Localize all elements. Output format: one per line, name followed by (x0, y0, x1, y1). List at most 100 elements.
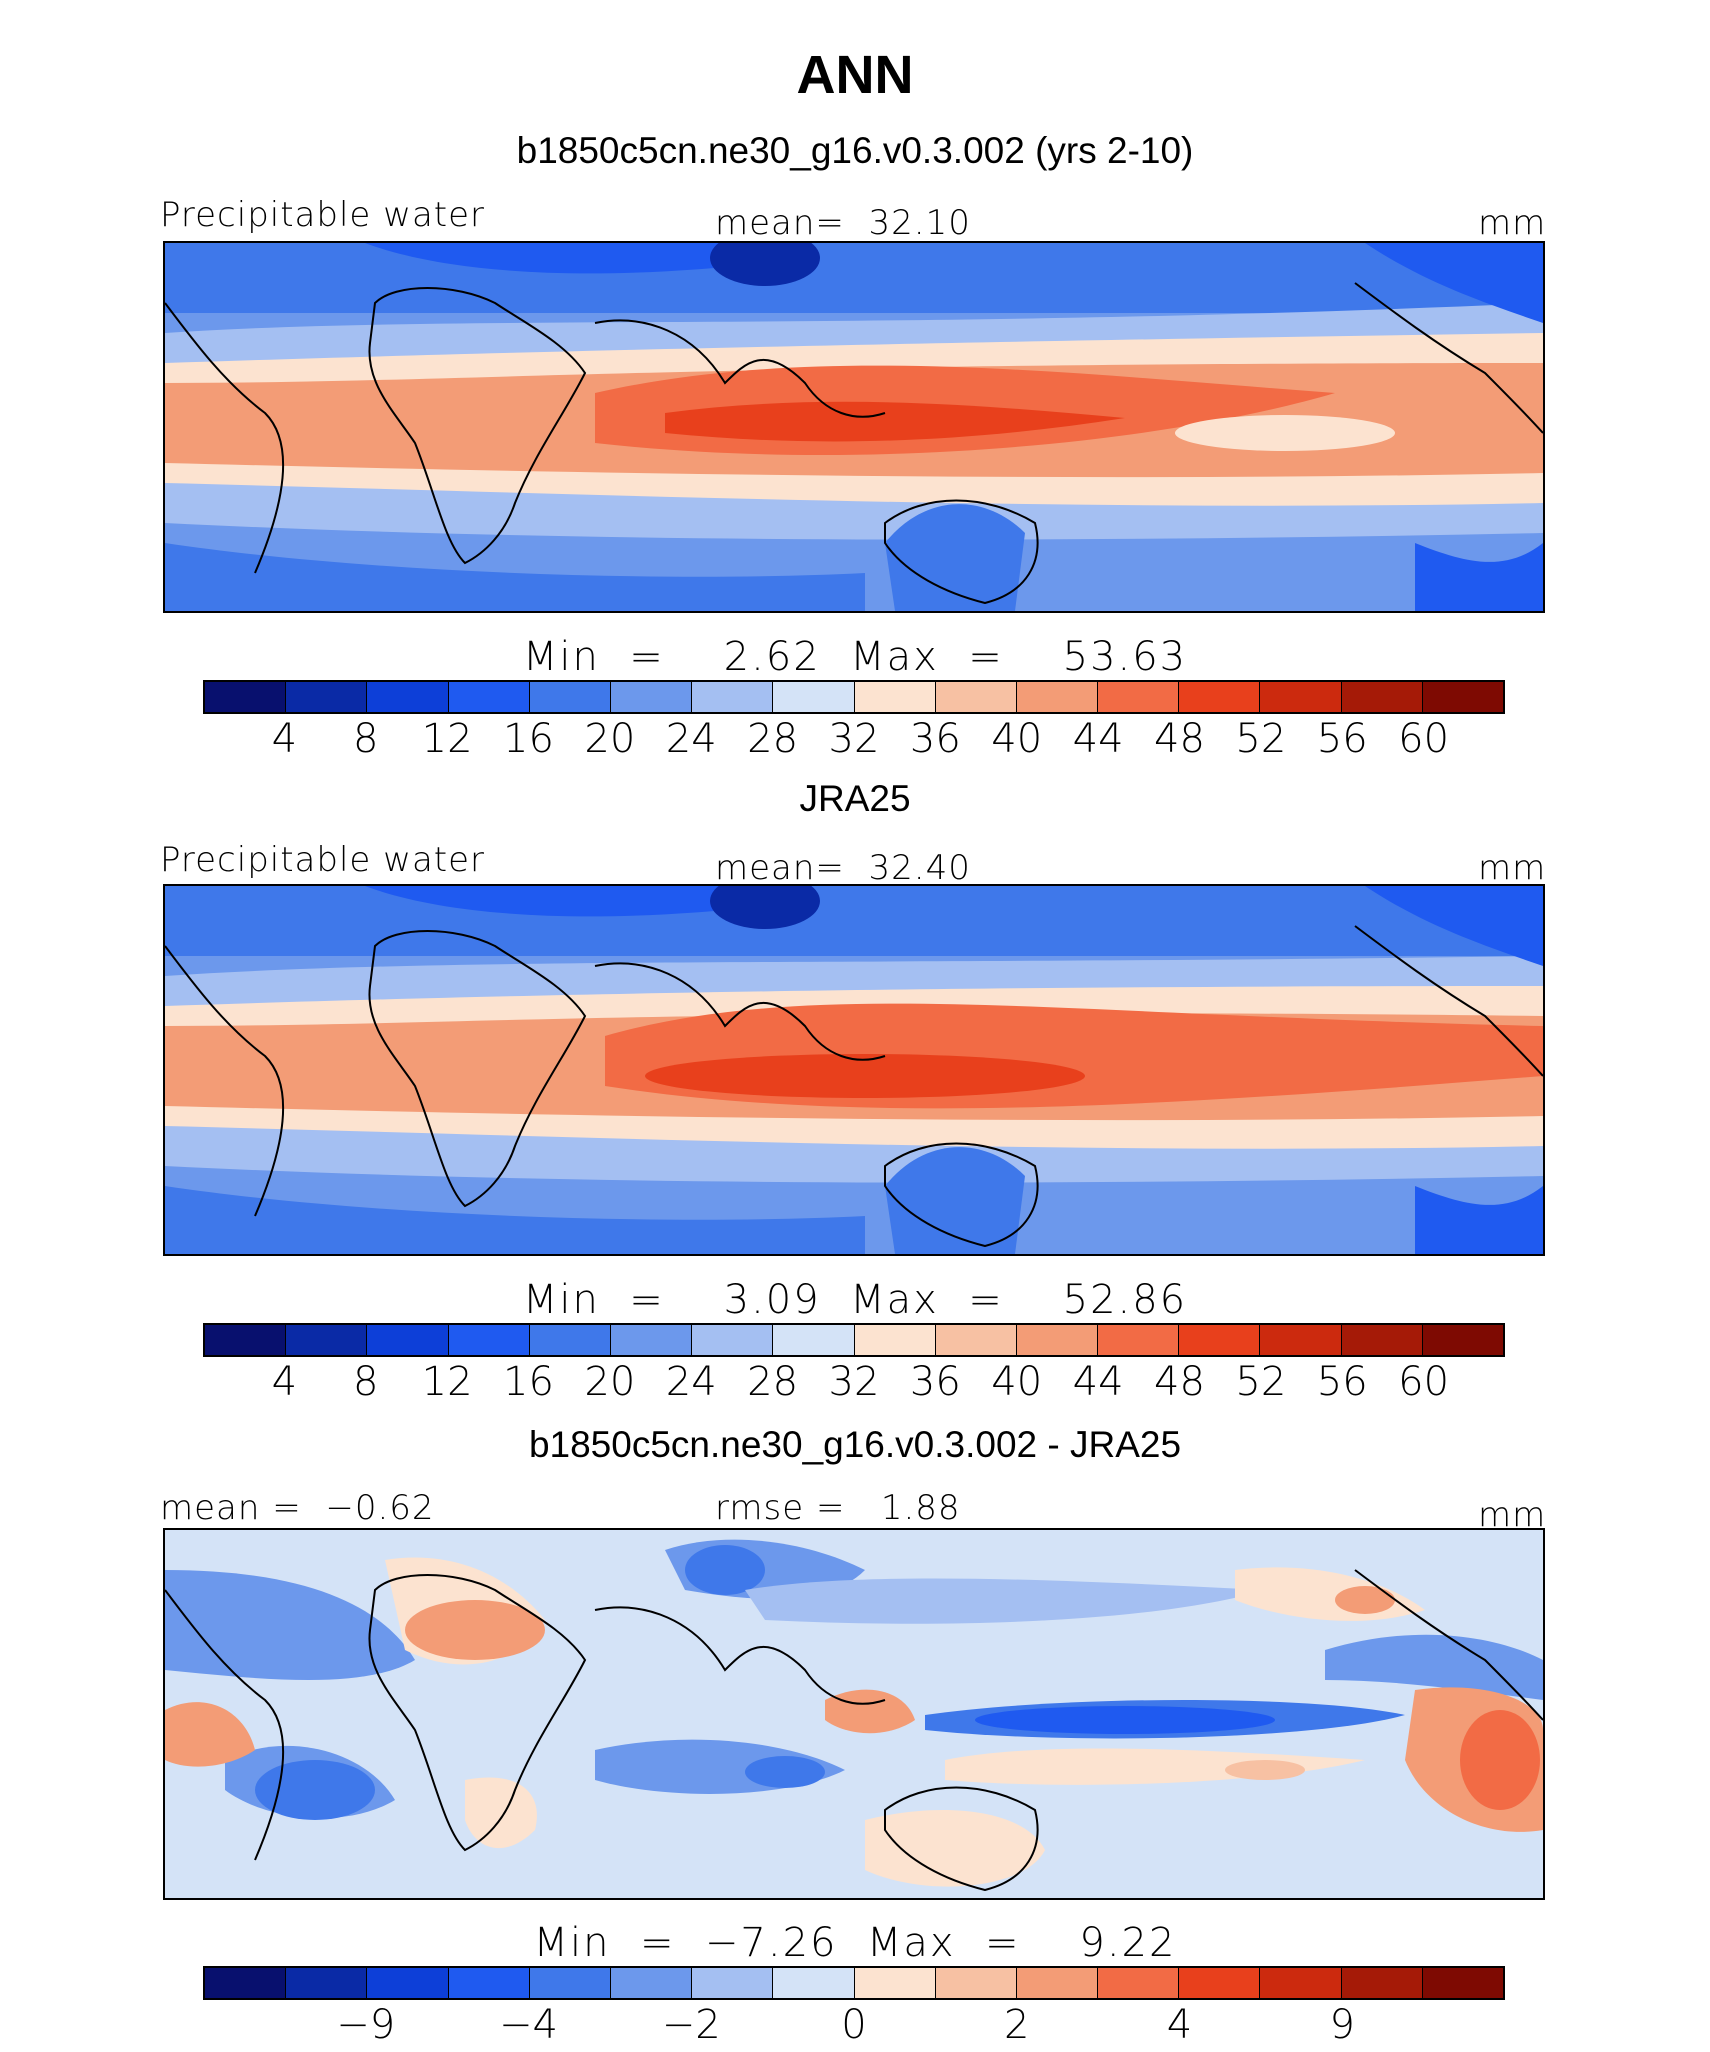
panel-1-colorbar-ticks: 4 8 12 16 20 24 28 32 36 40 44 48 52 56 60 (203, 716, 1505, 766)
panel-1-title: b1850c5cn.ne30_g16.v0.3.002 (yrs 2-10) (516, 130, 1194, 171)
panel-3-min-max: Min = −7.26 Max = 9.22 (533, 1920, 1177, 1966)
colorbar-cell (286, 1968, 368, 1998)
colorbar-cell (1422, 1968, 1503, 1998)
colorbar-tick-label: 36 (909, 1359, 961, 1405)
colorbar-cell (1179, 1968, 1261, 1998)
panel-2-colorbar-ticks: 4 8 12 16 20 24 28 32 36 40 44 48 52 56 60 (203, 1359, 1505, 1409)
panel-1-colorbar (203, 680, 1505, 714)
colorbar-cell (1260, 682, 1342, 712)
panel-3-colorbar (203, 1966, 1505, 2000)
colorbar-cell (1341, 682, 1423, 712)
colorbar-cell (692, 682, 774, 712)
colorbar-tick-label: 52 (1235, 1359, 1287, 1405)
colorbar-cell (448, 1968, 530, 1998)
colorbar-cell (773, 1968, 855, 1998)
colorbar-cell (367, 1968, 449, 1998)
colorbar-tick-label: 28 (747, 716, 799, 762)
colorbar-tick-label: 24 (665, 1359, 717, 1405)
panel-2-min-max: Min = 3.09 Max = 52.86 (522, 1277, 1188, 1323)
colorbar-cell (286, 1325, 368, 1355)
panel-2-map (163, 884, 1545, 1256)
colorbar-cell (692, 1968, 774, 1998)
panel-2-variable-label: Precipitable water (160, 840, 486, 880)
colorbar-cell (1016, 682, 1099, 712)
colorbar-cell (448, 682, 530, 712)
panel-3-title: b1850c5cn.ne30_g16.v0.3.002 - JRA25 (528, 1424, 1182, 1465)
colorbar-tick-label: 9 (1329, 2002, 1355, 2048)
colorbar-cell (773, 682, 855, 712)
colorbar-tick-label: 48 (1154, 716, 1205, 762)
colorbar-cell (1016, 1325, 1099, 1355)
colorbar-tick-label: 28 (747, 1359, 799, 1405)
panel-3-colorbar-ticks: −9 −4 −2 0 2 4 9 (203, 2002, 1505, 2052)
panel-1-mean-label: mean= 32.10 (715, 203, 971, 243)
panel-2-colorbar (203, 1323, 1505, 1357)
colorbar-tick-label: 4 (271, 716, 298, 762)
colorbar-tick-label: −4 (499, 2002, 558, 2048)
colorbar-cell (935, 682, 1017, 712)
colorbar-cell (1179, 1325, 1261, 1355)
panel-1-map (163, 241, 1545, 613)
colorbar-cell (367, 682, 449, 712)
panel-1-variable-label: Precipitable water (160, 195, 486, 235)
colorbar-tick-label: 12 (421, 716, 473, 762)
colorbar-tick-label: 4 (1166, 2002, 1193, 2048)
colorbar-tick-label: 60 (1398, 1359, 1450, 1405)
panel-2-mean-label: mean= 32.40 (715, 848, 971, 888)
colorbar-tick-label: 56 (1316, 1359, 1368, 1405)
panel-2-title: JRA25 (799, 778, 911, 819)
colorbar-cell (205, 1325, 287, 1355)
colorbar-tick-label: 32 (828, 716, 880, 762)
colorbar-cell (610, 682, 693, 712)
colorbar-cell (1098, 682, 1180, 712)
colorbar-cell (854, 682, 936, 712)
colorbar-cell (448, 1325, 530, 1355)
colorbar-cell (1016, 1968, 1099, 1998)
colorbar-tick-label: 36 (909, 716, 961, 762)
colorbar-tick-label: 44 (1072, 1359, 1124, 1405)
colorbar-cell (286, 682, 368, 712)
colorbar-cell (205, 1968, 287, 1998)
colorbar-tick-label: 40 (991, 1359, 1043, 1405)
colorbar-cell (367, 1325, 449, 1355)
colorbar-cell (1341, 1968, 1423, 1998)
colorbar-cell (773, 1325, 855, 1355)
colorbar-tick-label: 32 (828, 1359, 880, 1405)
colorbar-cell (692, 1325, 774, 1355)
colorbar-tick-label: −2 (661, 2002, 721, 2048)
colorbar-cell (935, 1968, 1017, 1998)
colorbar-cell (1098, 1325, 1180, 1355)
colorbar-tick-label: 16 (503, 716, 554, 762)
colorbar-cell (854, 1325, 936, 1355)
colorbar-cell (854, 1968, 936, 1998)
colorbar-tick-label: 16 (503, 1359, 554, 1405)
colorbar-tick-label: 44 (1072, 716, 1124, 762)
colorbar-tick-label: 60 (1398, 716, 1450, 762)
figure-title: ANN (796, 45, 914, 105)
colorbar-tick-label: 20 (584, 716, 636, 762)
colorbar-cell (610, 1325, 693, 1355)
colorbar-cell (205, 682, 287, 712)
colorbar-cell (610, 1968, 693, 1998)
colorbar-tick-label: 8 (353, 716, 379, 762)
colorbar-tick-label: −9 (336, 2002, 396, 2048)
colorbar-cell (1341, 1325, 1423, 1355)
colorbar-tick-label: 48 (1154, 1359, 1205, 1405)
colorbar-cell (1260, 1325, 1342, 1355)
colorbar-cell (1179, 682, 1261, 712)
colorbar-tick-label: 40 (991, 716, 1043, 762)
colorbar-tick-label: 52 (1235, 716, 1287, 762)
colorbar-tick-label: 12 (421, 1359, 473, 1405)
panel-3-mean-label: mean = −0.62 (160, 1488, 435, 1528)
panel-1-min-max: Min = 2.62 Max = 53.63 (522, 634, 1188, 680)
colorbar-cell (1422, 1325, 1503, 1355)
colorbar-cell (1098, 1968, 1180, 1998)
colorbar-cell (529, 682, 611, 712)
colorbar-cell (1422, 682, 1503, 712)
panel-3-rmse-label: rmse = 1.88 (715, 1488, 961, 1528)
colorbar-tick-label: 24 (665, 716, 717, 762)
panel-1-units-label: mm (1478, 203, 1547, 243)
colorbar-tick-label: 0 (841, 2002, 867, 2048)
colorbar-cell (1260, 1968, 1342, 1998)
colorbar-tick-label: 20 (584, 1359, 636, 1405)
